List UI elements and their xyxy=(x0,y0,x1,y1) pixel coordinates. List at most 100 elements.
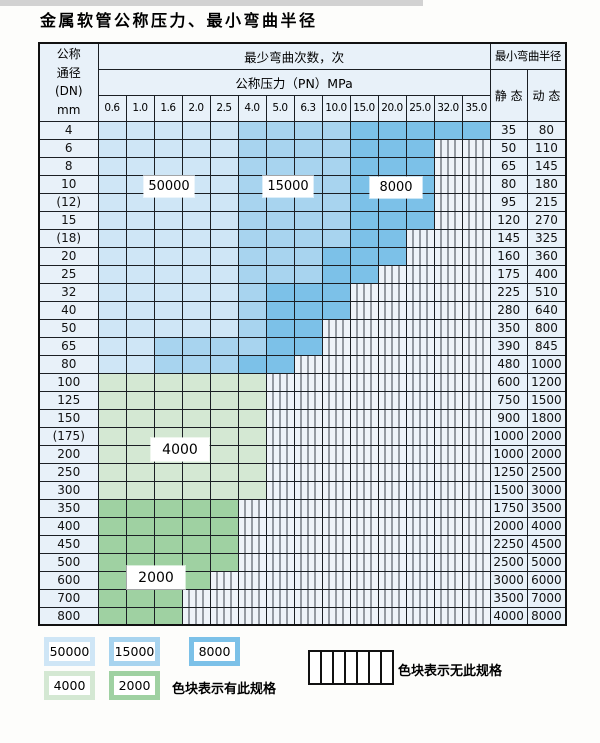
cycle-cell-50000 xyxy=(125,336,155,356)
cycle-cell-15000 xyxy=(265,264,295,284)
cycle-cell-8000 xyxy=(349,210,379,230)
cycle-cell-50000 xyxy=(181,138,211,158)
cycle-cell-4000 xyxy=(97,426,127,446)
dn-cell: 10 xyxy=(38,174,99,194)
no-spec-cell xyxy=(405,228,435,248)
cycle-cell-4000 xyxy=(209,408,239,428)
legend-text-available: 色块表示有此规格 xyxy=(172,682,277,697)
no-spec-cell xyxy=(405,354,435,374)
radius-header: 最小弯曲半径 xyxy=(489,42,567,70)
cycle-cell-4000 xyxy=(125,444,155,464)
page-title: 金属软管公称压力、最小弯曲半径 xyxy=(40,11,318,30)
legend-swatch-50000: 50000 xyxy=(44,637,95,666)
legend-hatch-box xyxy=(308,650,394,685)
no-spec-cell xyxy=(321,318,351,338)
table-row: 700 3500 7000 xyxy=(38,588,567,608)
table-row: 500 2500 5000 xyxy=(38,552,567,572)
no-spec-cell xyxy=(461,498,491,518)
no-spec-cell xyxy=(293,354,323,374)
no-spec-cell xyxy=(461,192,491,212)
cycle-cell-50000 xyxy=(181,156,211,176)
corner-header-line: 通径 xyxy=(56,65,81,80)
cycle-cell-4000 xyxy=(97,480,127,500)
no-spec-cell xyxy=(433,588,463,608)
static-value: 900 xyxy=(489,408,528,428)
static-value: 35 xyxy=(489,120,528,140)
dynamic-value: 145 xyxy=(526,156,567,176)
no-spec-cell xyxy=(209,588,239,608)
table-label-2000: 2000 xyxy=(127,566,185,589)
cycle-cell-4000 xyxy=(209,372,239,392)
cycle-cell-15000 xyxy=(237,156,267,176)
no-spec-cell xyxy=(349,354,379,374)
table-label-8000: 8000 xyxy=(370,177,422,198)
pressure-tick: 2.0 xyxy=(181,94,211,122)
no-spec-cell xyxy=(377,498,407,518)
no-spec-cell xyxy=(349,498,379,518)
static-value: 2500 xyxy=(489,552,528,572)
no-spec-cell xyxy=(321,462,351,482)
no-spec-cell xyxy=(265,462,295,482)
no-spec-cell xyxy=(377,282,407,302)
cycle-cell-50000 xyxy=(209,300,239,320)
no-spec-cell xyxy=(461,552,491,572)
dn-cell: 300 xyxy=(38,480,99,500)
no-spec-cell xyxy=(349,570,379,590)
cycle-cell-2000 xyxy=(209,516,239,536)
cycle-cell-50000 xyxy=(153,210,183,230)
no-spec-cell xyxy=(349,408,379,428)
dn-cell: 700 xyxy=(38,588,99,608)
no-spec-cell xyxy=(433,354,463,374)
no-spec-cell xyxy=(265,516,295,536)
cycle-cell-8000 xyxy=(377,228,407,248)
cycle-cell-50000 xyxy=(125,120,155,140)
no-spec-cell xyxy=(265,372,295,392)
cycle-cell-8000 xyxy=(293,318,323,338)
cycle-cell-4000 xyxy=(97,444,127,464)
no-spec-cell xyxy=(433,552,463,572)
cycle-cell-50000 xyxy=(153,300,183,320)
cycle-cell-8000 xyxy=(349,246,379,266)
cycle-cell-50000 xyxy=(209,318,239,338)
cycle-cell-15000 xyxy=(265,138,295,158)
cycle-cell-15000 xyxy=(321,192,351,212)
static-value: 2000 xyxy=(489,516,528,536)
cycle-cell-15000 xyxy=(265,246,295,266)
no-spec-cell xyxy=(237,552,267,572)
dynamic-value: 1200 xyxy=(526,372,567,392)
cycle-cell-50000 xyxy=(125,246,155,266)
cycle-cell-4000 xyxy=(181,372,211,392)
cycle-cell-2000 xyxy=(153,516,183,536)
cycle-cell-15000 xyxy=(237,282,267,302)
legend-text-unavailable: 色块表示无此规格 xyxy=(398,664,503,679)
no-spec-cell xyxy=(321,570,351,590)
cycle-cell-15000 xyxy=(153,336,183,356)
cycle-cell-50000 xyxy=(97,174,127,194)
cycle-cell-50000 xyxy=(125,354,155,374)
static-value: 1500 xyxy=(489,480,528,500)
no-spec-cell xyxy=(349,336,379,356)
table-row: 65 390 845 xyxy=(38,336,567,356)
cycle-cell-2000 xyxy=(125,534,155,554)
cycle-cell-4000 xyxy=(125,390,155,410)
cycle-cell-4000 xyxy=(209,462,239,482)
table-row: 600 3000 6000 xyxy=(38,570,567,590)
cycle-cell-15000 xyxy=(265,120,295,140)
table-row: 40 280 640 xyxy=(38,300,567,320)
no-spec-cell xyxy=(433,210,463,230)
dn-cell: 15 xyxy=(38,210,99,230)
cycle-cell-50000 xyxy=(97,282,127,302)
cycle-cell-50000 xyxy=(181,246,211,266)
cycle-cell-50000 xyxy=(125,228,155,248)
table-row: 125 750 1500 xyxy=(38,390,567,410)
no-spec-cell xyxy=(405,480,435,500)
cycle-cell-8000 xyxy=(405,120,435,140)
cycle-cell-2000 xyxy=(97,606,127,626)
cycle-cell-50000 xyxy=(125,138,155,158)
cycle-cell-15000 xyxy=(237,120,267,140)
table-row: 80 480 1000 xyxy=(38,354,567,374)
no-spec-cell xyxy=(433,264,463,284)
cycle-cell-15000 xyxy=(237,228,267,248)
static-value: 4000 xyxy=(489,606,528,626)
no-spec-cell xyxy=(461,444,491,464)
